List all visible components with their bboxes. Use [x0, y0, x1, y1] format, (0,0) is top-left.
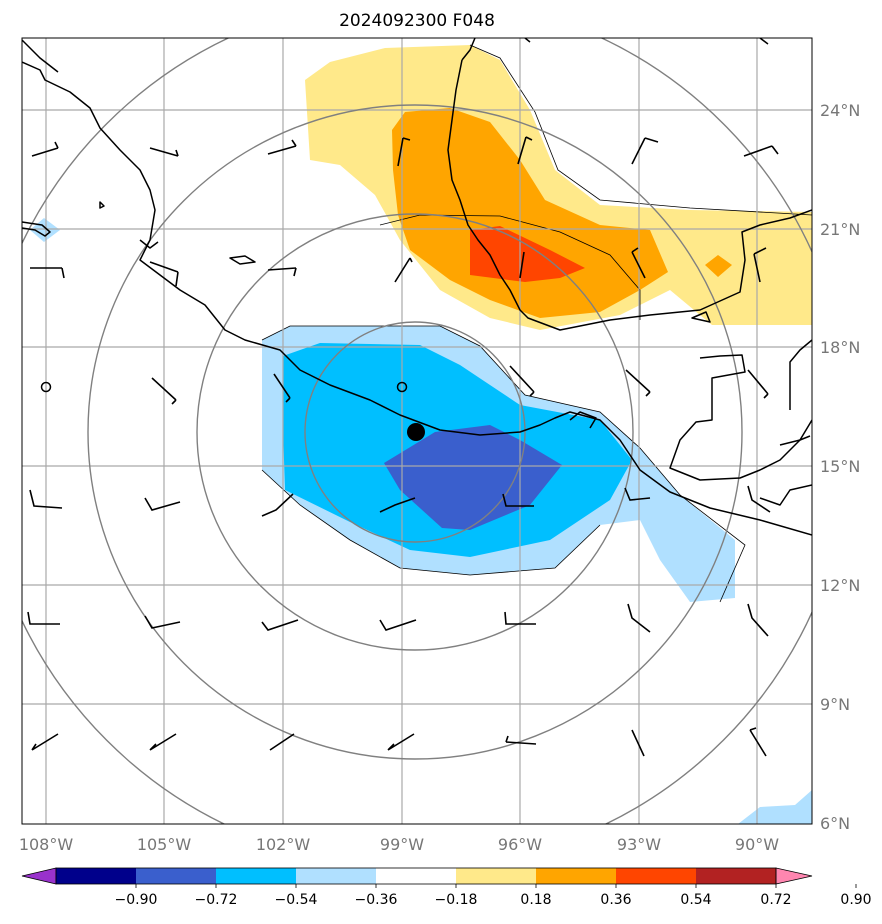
- wind-barb: [631, 247, 646, 279]
- lon-label: 90°W: [735, 835, 779, 854]
- field-positive-spot: [705, 255, 732, 277]
- wind-barb: [144, 615, 181, 629]
- colorbar-label: −0.72: [195, 892, 238, 908]
- wind-barb: [753, 247, 767, 283]
- wind-barb: [747, 369, 769, 399]
- field-negative-core: [384, 425, 562, 530]
- wind-barb: [517, 136, 533, 165]
- wind-barb: [31, 733, 59, 751]
- colorbar-label: −0.36: [355, 892, 398, 908]
- wind-barb: [749, 727, 767, 757]
- colorbar-label: 0.18: [520, 892, 551, 908]
- range-rings: [22, 38, 812, 824]
- colorbar-segment: [56, 868, 137, 884]
- wind-barb: [387, 733, 415, 751]
- wind-barb: [627, 603, 651, 633]
- lon-label: 105°W: [137, 835, 192, 854]
- lon-label: 102°W: [256, 835, 311, 854]
- wind-barb: [149, 147, 179, 157]
- latitude-labels: 24°N 21°N 18°N 15°N 12°N 9°N 6°N: [820, 101, 860, 833]
- colorbar-segment: [456, 868, 537, 884]
- lat-label: 15°N: [820, 457, 860, 476]
- wind-barb: [273, 373, 291, 403]
- colorbar: −0.90 −0.72 −0.54 −0.36 −0.18 0.18 0.36 0.54 0.7…: [21, 867, 872, 908]
- wind-barb: [379, 497, 416, 513]
- wind-barb: [149, 261, 179, 287]
- field-positive-core: [470, 226, 585, 282]
- wind-barb: [519, 251, 525, 279]
- wind-barb: [625, 369, 651, 397]
- colorbar-label: −0.54: [275, 892, 318, 908]
- calm-wind-circle: [40, 381, 52, 393]
- colorbar-segment: [696, 868, 777, 884]
- wind-barb: [29, 489, 63, 509]
- wind-barb: [144, 497, 181, 511]
- lat-label: 12°N: [820, 576, 860, 595]
- lat-label: 21°N: [820, 220, 860, 239]
- wind-barb: [624, 487, 651, 501]
- lat-label: 18°N: [820, 338, 860, 357]
- colorbar-label: 0.90: [840, 892, 871, 908]
- colorbar-segment: [216, 868, 297, 884]
- lon-label: 108°W: [19, 835, 74, 854]
- wind-barb: [397, 137, 411, 167]
- wind-barb: [27, 611, 60, 625]
- wind-barb: [747, 603, 769, 637]
- wind-barb: [502, 493, 534, 507]
- wind-barb: [30, 267, 65, 279]
- colorbar-frame: [55, 867, 777, 885]
- colorbar-segment: [616, 868, 697, 884]
- colorbar-extend-low: [21, 867, 57, 885]
- field-positive-mid: [392, 108, 668, 318]
- map-frame: [21, 37, 813, 825]
- colorbar-label: 0.36: [600, 892, 631, 908]
- gridlines: [22, 38, 812, 824]
- wind-barb: [267, 139, 297, 155]
- lon-label: 96°W: [498, 835, 542, 854]
- colorbar-segment: [536, 868, 617, 884]
- wind-barb: [149, 733, 177, 751]
- colorbar-segment: [376, 868, 457, 884]
- wind-barb: [505, 735, 537, 745]
- map-area: [22, 38, 812, 824]
- wind-barb: [31, 141, 59, 157]
- wind-barb: [394, 257, 413, 283]
- wind-barb: [631, 729, 645, 757]
- colorbar-extend-high: [775, 867, 813, 885]
- colorbar-segment: [136, 868, 217, 884]
- lat-label: 6°N: [820, 814, 850, 833]
- storm-center-marker: [407, 423, 425, 441]
- wind-barb: [267, 267, 297, 277]
- wind-barb: [504, 611, 536, 625]
- wind-barb: [509, 365, 535, 397]
- figure-title: 2024092300 F048: [339, 11, 495, 31]
- wind-barb: [379, 619, 417, 631]
- colorbar-label: −0.90: [115, 892, 158, 908]
- contour-lines: [261, 44, 812, 603]
- wind-barb: [631, 137, 659, 165]
- longitude-labels: 108°W 105°W 102°W 99°W 96°W 93°W 90°W: [19, 835, 779, 854]
- lon-label: 99°W: [380, 835, 424, 854]
- colorbar-segment: [296, 868, 377, 884]
- wind-barb: [261, 493, 294, 517]
- wind-barb: [743, 145, 779, 157]
- wind-barbs: [27, 136, 779, 757]
- coastlines: [22, 38, 812, 536]
- lat-label: 24°N: [820, 101, 860, 120]
- wind-barb: [151, 377, 177, 405]
- lon-label: 93°W: [617, 835, 661, 854]
- wind-barb: [747, 485, 771, 513]
- wind-barb: [261, 619, 299, 631]
- colorbar-label: 0.72: [760, 892, 791, 908]
- wind-barb: [269, 733, 295, 751]
- colorbar-label: 0.54: [680, 892, 711, 908]
- colorbar-label: −0.18: [435, 892, 478, 908]
- calm-wind-circle: [396, 381, 408, 393]
- lat-label: 9°N: [820, 695, 850, 714]
